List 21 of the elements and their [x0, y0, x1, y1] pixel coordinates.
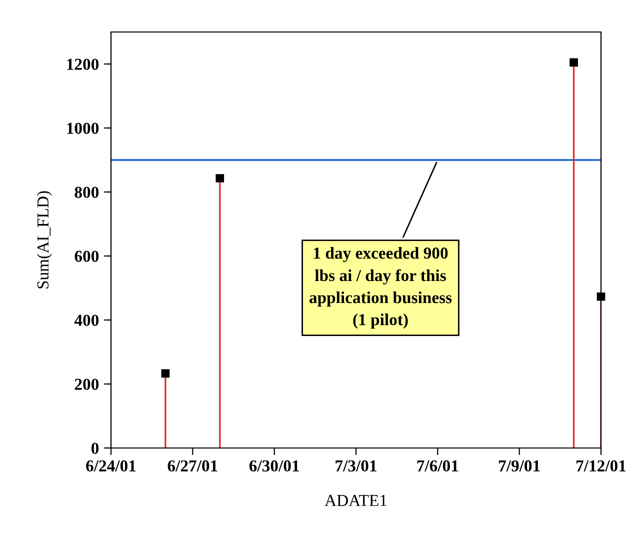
y-tick-label: 0: [91, 442, 99, 454]
y-tick-label: 600: [74, 250, 99, 262]
y-tick-label: 400: [74, 314, 99, 326]
y-tick-label: 200: [74, 378, 99, 390]
x-tick-label: 6/27/01: [168, 460, 218, 472]
y-axis-title: Sum(AI_FLD): [36, 191, 52, 288]
x-tick-label: 6/24/01: [86, 460, 136, 472]
y-tick-label: 1000: [67, 122, 99, 134]
x-tick-label: 7/9/01: [498, 460, 540, 472]
annotation: 1 day exceeded 900 lbs ai / day for this application business (1 pilot): [309, 247, 452, 329]
x-tick-label: 7/6/01: [417, 460, 458, 472]
x-tick-label: 7/3/01: [336, 460, 376, 472]
x-tick-label: 6/30/01: [249, 460, 299, 472]
point: [161, 369, 170, 378]
point: [570, 58, 578, 67]
point: [596, 292, 606, 301]
y-tick-label: 1200: [67, 58, 99, 70]
x-axis-title: ADATE1: [324, 494, 386, 506]
x-tick-label: 7/12/01: [576, 460, 626, 472]
y-tick-label: 800: [74, 186, 99, 198]
point: [216, 174, 224, 182]
